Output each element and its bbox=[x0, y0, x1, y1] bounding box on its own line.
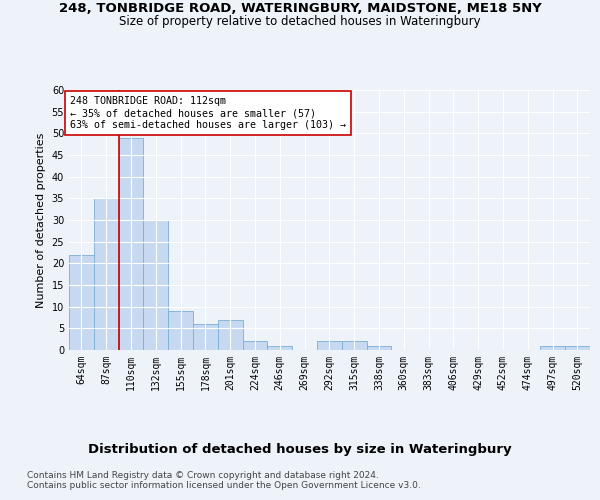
Bar bbox=[193, 324, 218, 350]
Bar bbox=[317, 342, 342, 350]
Y-axis label: Number of detached properties: Number of detached properties bbox=[36, 132, 46, 308]
Text: Contains HM Land Registry data © Crown copyright and database right 2024.
Contai: Contains HM Land Registry data © Crown c… bbox=[27, 471, 421, 490]
Bar bbox=[168, 311, 193, 350]
Bar bbox=[119, 138, 143, 350]
Text: Distribution of detached houses by size in Wateringbury: Distribution of detached houses by size … bbox=[88, 442, 512, 456]
Bar bbox=[143, 220, 168, 350]
Bar bbox=[540, 346, 565, 350]
Text: 248, TONBRIDGE ROAD, WATERINGBURY, MAIDSTONE, ME18 5NY: 248, TONBRIDGE ROAD, WATERINGBURY, MAIDS… bbox=[59, 2, 541, 16]
Bar bbox=[69, 254, 94, 350]
Text: 248 TONBRIDGE ROAD: 112sqm
← 35% of detached houses are smaller (57)
63% of semi: 248 TONBRIDGE ROAD: 112sqm ← 35% of deta… bbox=[70, 96, 346, 130]
Bar bbox=[342, 342, 367, 350]
Bar bbox=[367, 346, 391, 350]
Text: Size of property relative to detached houses in Wateringbury: Size of property relative to detached ho… bbox=[119, 15, 481, 28]
Bar bbox=[94, 198, 119, 350]
Bar bbox=[565, 346, 590, 350]
Bar bbox=[218, 320, 242, 350]
Bar bbox=[268, 346, 292, 350]
Bar bbox=[242, 342, 268, 350]
